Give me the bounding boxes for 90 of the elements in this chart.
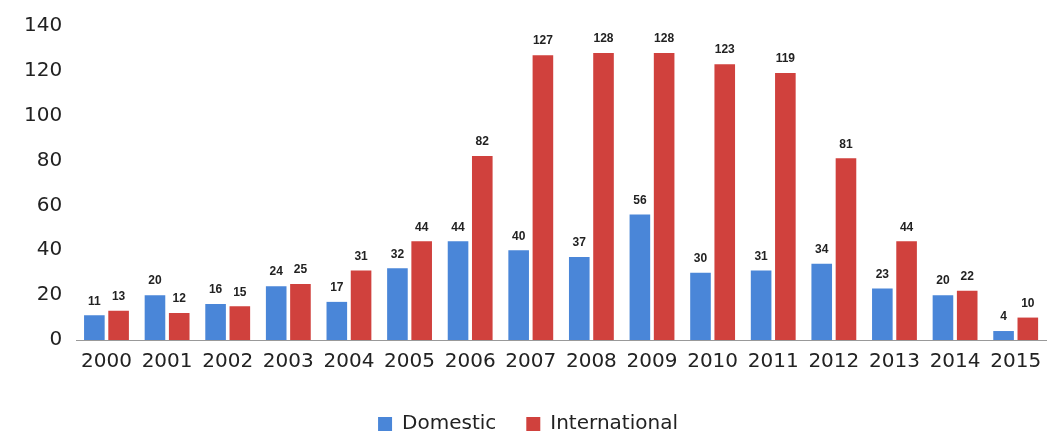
x-tick-label: 2008 bbox=[565, 348, 617, 373]
data-label: 30 bbox=[693, 251, 708, 266]
data-label: 17 bbox=[330, 280, 344, 295]
bar bbox=[1017, 317, 1039, 340]
bar bbox=[653, 52, 675, 340]
data-label: 81 bbox=[839, 136, 853, 151]
bar bbox=[326, 301, 348, 340]
data-label: 11 bbox=[88, 293, 102, 308]
data-label: 44 bbox=[899, 219, 914, 234]
data-label: 16 bbox=[208, 282, 223, 297]
data-label: 32 bbox=[390, 246, 405, 261]
y-tick-label: 0 bbox=[49, 326, 63, 351]
x-tick-label: 2006 bbox=[444, 348, 496, 373]
data-label: 10 bbox=[1021, 295, 1035, 310]
bar bbox=[168, 313, 190, 340]
bar bbox=[956, 290, 978, 340]
bar bbox=[411, 241, 432, 340]
x-tick-label: 2010 bbox=[687, 348, 739, 373]
y-tick-label: 80 bbox=[36, 146, 63, 171]
bar bbox=[872, 288, 893, 340]
data-label: 127 bbox=[532, 33, 554, 48]
x-tick-label: 2015 bbox=[990, 348, 1042, 373]
legend-label: International bbox=[550, 410, 678, 435]
data-label: 119 bbox=[775, 51, 796, 66]
bar bbox=[629, 214, 651, 340]
x-tick-label: 2001 bbox=[141, 348, 193, 373]
data-label: 20 bbox=[936, 273, 950, 288]
x-tick-label: 2007 bbox=[505, 348, 557, 373]
data-label: 4 bbox=[1000, 309, 1008, 324]
bar bbox=[532, 55, 554, 340]
bar bbox=[568, 257, 590, 340]
data-label: 40 bbox=[511, 228, 526, 243]
bar bbox=[750, 270, 772, 340]
data-label: 20 bbox=[148, 273, 162, 288]
y-tick-label: 20 bbox=[36, 281, 63, 306]
data-label: 23 bbox=[875, 266, 890, 281]
bar bbox=[229, 306, 251, 340]
bar bbox=[84, 315, 105, 340]
data-label: 15 bbox=[233, 284, 247, 299]
data-label: 128 bbox=[593, 31, 614, 46]
bar bbox=[265, 286, 287, 340]
x-tick-label: 2011 bbox=[747, 348, 799, 373]
data-label: 37 bbox=[572, 235, 587, 250]
data-label: 25 bbox=[293, 262, 308, 277]
x-tick-label: 2009 bbox=[626, 348, 678, 373]
bar bbox=[350, 270, 372, 340]
x-tick-label: 2000 bbox=[81, 348, 132, 373]
bar bbox=[835, 158, 857, 340]
data-label: 123 bbox=[714, 42, 736, 57]
data-label: 128 bbox=[654, 31, 675, 46]
y-tick-label: 40 bbox=[36, 236, 63, 261]
bar bbox=[993, 331, 1014, 340]
bar bbox=[108, 310, 129, 340]
y-tick-label: 140 bbox=[23, 12, 63, 37]
y-tick-label: 120 bbox=[23, 57, 63, 82]
x-tick-label: 2004 bbox=[323, 348, 375, 373]
bar bbox=[508, 250, 529, 340]
x-tick-label: 2003 bbox=[262, 348, 314, 373]
bar bbox=[775, 73, 796, 340]
bar bbox=[932, 295, 954, 340]
bar bbox=[447, 241, 469, 340]
data-label: 13 bbox=[111, 289, 126, 304]
x-tick-label: 2013 bbox=[869, 348, 920, 373]
bar bbox=[290, 283, 311, 340]
y-tick-label: 60 bbox=[36, 191, 63, 216]
data-label: 56 bbox=[633, 192, 647, 207]
data-label: 22 bbox=[960, 268, 975, 283]
bar bbox=[471, 156, 493, 340]
bar bbox=[714, 64, 736, 340]
bar bbox=[144, 295, 166, 340]
bar bbox=[387, 268, 408, 340]
bar bbox=[593, 52, 614, 340]
data-label: 31 bbox=[754, 248, 769, 263]
data-label: 82 bbox=[475, 134, 490, 149]
legend-label: Domestic bbox=[402, 410, 497, 435]
data-label: 44 bbox=[451, 219, 466, 234]
bar bbox=[690, 272, 711, 340]
bar bbox=[811, 263, 833, 340]
x-tick-label: 2002 bbox=[202, 348, 254, 373]
x-tick-label: 2005 bbox=[384, 348, 435, 373]
bar bbox=[205, 304, 226, 340]
data-label: 24 bbox=[269, 264, 284, 279]
data-label: 44 bbox=[414, 219, 429, 234]
data-label: 34 bbox=[815, 242, 829, 257]
bar bbox=[896, 241, 917, 340]
data-label: 12 bbox=[172, 291, 187, 306]
x-tick-label: 2012 bbox=[808, 348, 860, 373]
data-label: 31 bbox=[354, 248, 369, 263]
y-tick-label: 100 bbox=[23, 101, 63, 126]
x-tick-label: 2014 bbox=[929, 348, 981, 373]
